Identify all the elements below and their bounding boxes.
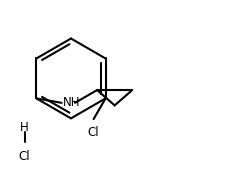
Text: H: H bbox=[20, 121, 29, 134]
Text: Cl: Cl bbox=[19, 150, 30, 163]
Text: Cl: Cl bbox=[88, 126, 99, 139]
Text: NH: NH bbox=[63, 96, 80, 109]
